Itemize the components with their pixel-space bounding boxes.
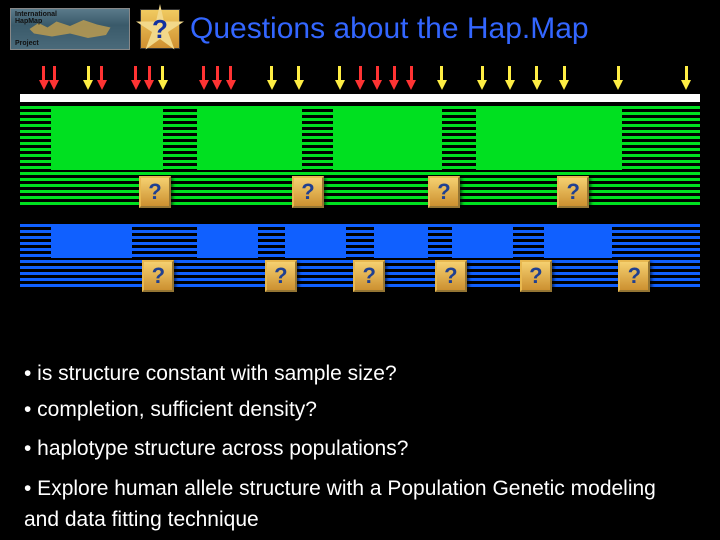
hapmap-logo: InternationalHapMap Project xyxy=(10,8,130,50)
blue-block xyxy=(285,224,346,258)
blue-block xyxy=(452,224,513,258)
blue-track: ?????? xyxy=(20,224,700,288)
question-box-icon: ? xyxy=(520,260,552,292)
blue-block xyxy=(544,224,612,258)
bullet-3: • haplotype structure across populations… xyxy=(24,433,696,465)
haplotype-diagram: ???? ?????? xyxy=(20,64,700,344)
question-mark: ? xyxy=(152,14,168,45)
question-box-icon: ? xyxy=(428,176,460,208)
bullet-2: • completion, sufficient density? xyxy=(24,394,696,426)
question-icon: ? xyxy=(140,9,180,49)
bullet-list: • is structure constant with sample size… xyxy=(0,344,720,536)
blue-block xyxy=(197,224,258,258)
slide-title: Questions about the Hap.Map xyxy=(190,12,589,46)
header: InternationalHapMap Project ? Questions … xyxy=(0,0,720,54)
question-box-icon: ? xyxy=(618,260,650,292)
arrow-row xyxy=(20,64,700,94)
green-block xyxy=(476,106,622,170)
question-box-icon: ? xyxy=(265,260,297,292)
question-box-icon: ? xyxy=(557,176,589,208)
green-track: ???? xyxy=(20,106,700,206)
logo-line2: Project xyxy=(15,40,39,47)
question-box-icon: ? xyxy=(292,176,324,208)
blue-block xyxy=(374,224,428,258)
green-block xyxy=(197,106,302,170)
bullet-1: • is structure constant with sample size… xyxy=(24,358,696,390)
green-block xyxy=(51,106,163,170)
blue-block xyxy=(51,224,133,258)
question-box-icon: ? xyxy=(353,260,385,292)
question-box-icon: ? xyxy=(142,260,174,292)
question-box-icon: ? xyxy=(139,176,171,208)
chromosome-bar xyxy=(20,94,700,102)
logo-brand: HapMap xyxy=(15,18,42,25)
green-block xyxy=(333,106,442,170)
question-box-icon: ? xyxy=(435,260,467,292)
bullet-4: • Explore human allele structure with a … xyxy=(24,473,696,536)
logo-line1: International xyxy=(15,11,57,18)
